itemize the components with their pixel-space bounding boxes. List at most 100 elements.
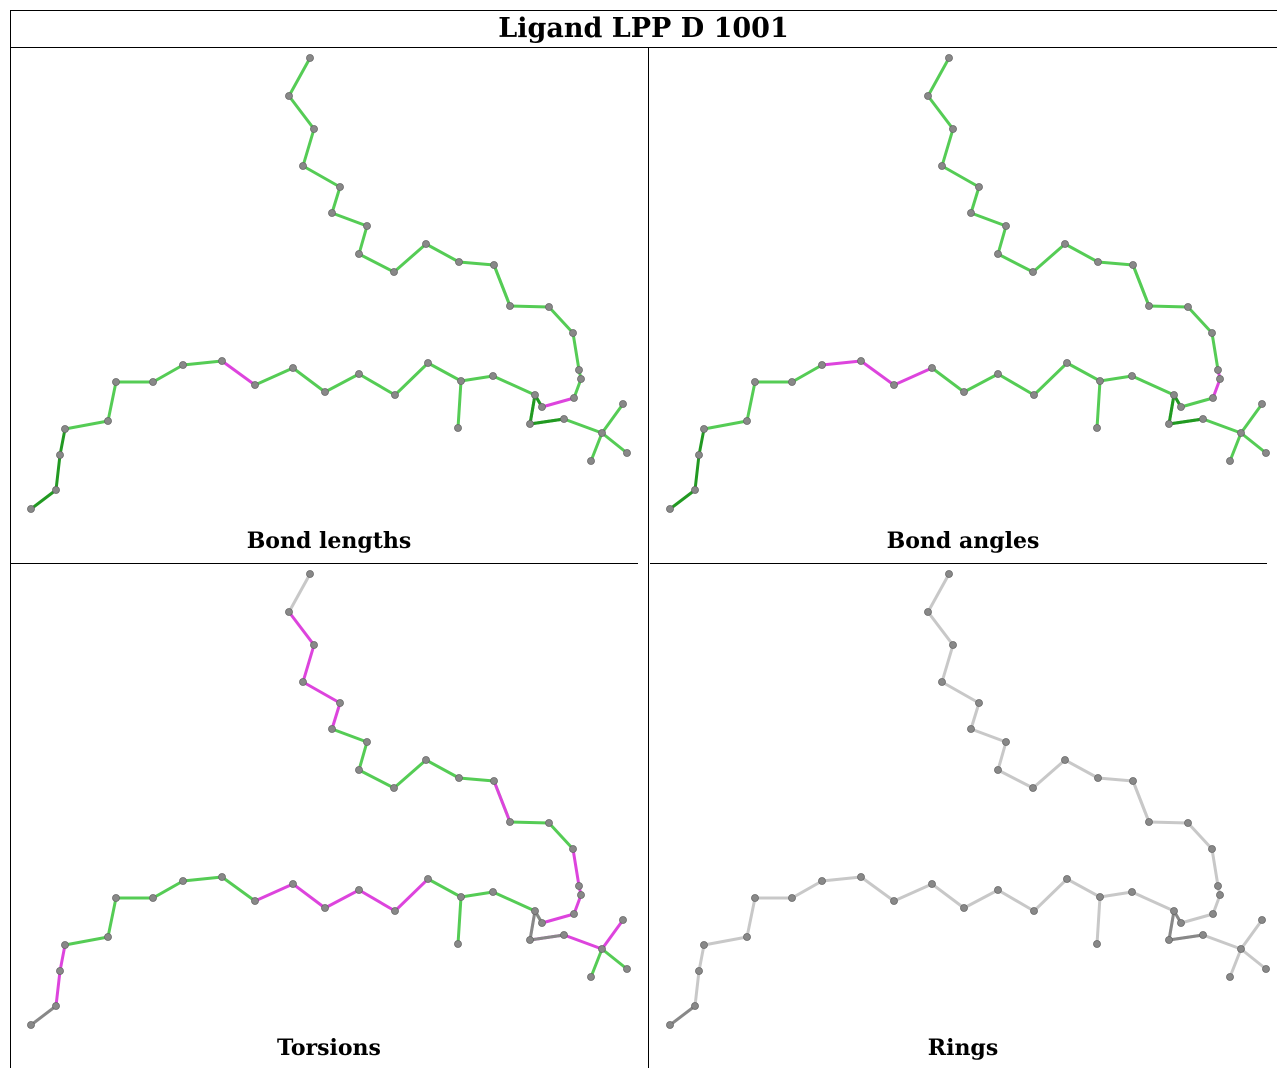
atom <box>218 357 226 365</box>
bond <box>253 366 295 387</box>
atom <box>1029 784 1037 792</box>
atom <box>960 388 968 396</box>
bond <box>668 1004 697 1027</box>
atom <box>818 361 826 369</box>
atom <box>1002 222 1010 230</box>
atom <box>526 936 534 944</box>
bond <box>969 727 1008 744</box>
atom <box>424 875 432 883</box>
bond <box>29 1004 58 1027</box>
bond <box>357 888 397 913</box>
atom <box>56 967 64 975</box>
bond <box>392 758 428 790</box>
bond <box>1210 331 1220 372</box>
atom <box>1226 973 1234 981</box>
bond <box>571 847 581 888</box>
bond <box>571 331 581 372</box>
atom <box>857 873 865 881</box>
atom <box>390 784 398 792</box>
atom <box>179 361 187 369</box>
bond <box>291 366 327 394</box>
atom <box>666 1021 674 1029</box>
panel-bond-angles: Bond angles <box>649 48 1277 563</box>
atom <box>363 222 371 230</box>
atoms <box>666 570 1270 1029</box>
atom <box>310 125 318 133</box>
atom <box>743 417 751 425</box>
bond <box>540 396 576 409</box>
atom <box>967 209 975 217</box>
bond <box>492 263 512 308</box>
bond <box>291 882 327 910</box>
bond <box>456 379 463 430</box>
atom <box>700 425 708 433</box>
bond <box>1228 431 1243 463</box>
panel-torsions: Torsions <box>10 564 648 1068</box>
atom <box>56 451 64 459</box>
atom <box>1209 394 1217 402</box>
atom <box>27 1021 35 1029</box>
atom <box>691 1002 699 1010</box>
bond <box>1131 779 1151 824</box>
atom <box>890 897 898 905</box>
bond <box>106 896 118 939</box>
bond <box>600 431 629 455</box>
bond <box>323 888 361 910</box>
atom <box>598 429 606 437</box>
bond <box>492 779 512 824</box>
bond <box>969 185 981 215</box>
atom <box>526 420 534 428</box>
atom <box>569 329 577 337</box>
bond <box>1098 890 1134 899</box>
atom <box>994 250 1002 258</box>
atom <box>619 400 627 408</box>
bond <box>528 393 537 426</box>
bond <box>1065 877 1102 899</box>
bond <box>63 935 110 947</box>
bond <box>330 211 369 228</box>
bond <box>820 359 863 367</box>
atom <box>788 378 796 386</box>
atom <box>743 933 751 941</box>
bond <box>1096 776 1135 783</box>
bond <box>540 912 576 925</box>
atom <box>1094 774 1102 782</box>
bond <box>301 680 342 705</box>
atom <box>285 608 293 616</box>
atom <box>328 209 336 217</box>
atom <box>306 570 314 578</box>
atom <box>1096 377 1104 385</box>
atom <box>457 377 465 385</box>
atom <box>328 725 336 733</box>
atom <box>454 940 462 948</box>
atom <box>924 92 932 100</box>
bond <box>253 882 295 903</box>
atoms <box>27 54 631 513</box>
bond <box>1147 820 1190 825</box>
atom <box>928 364 936 372</box>
atom <box>570 910 578 918</box>
bond <box>491 374 537 397</box>
atom <box>1063 875 1071 883</box>
bond <box>323 372 361 394</box>
bond <box>547 305 575 335</box>
bond <box>702 419 749 431</box>
atom <box>1061 240 1069 248</box>
atom <box>751 894 759 902</box>
bond <box>1186 821 1214 851</box>
bond <box>457 776 496 783</box>
bond <box>547 821 575 851</box>
atom <box>1128 372 1136 380</box>
atoms <box>666 54 1270 513</box>
bond <box>702 935 749 947</box>
atom <box>994 886 1002 894</box>
bond <box>926 610 955 647</box>
atom <box>1002 738 1010 746</box>
atom <box>960 904 968 912</box>
bond <box>940 127 955 168</box>
bond <box>357 372 397 397</box>
bond <box>220 875 257 903</box>
atom <box>751 378 759 386</box>
bond <box>1179 912 1215 925</box>
atom <box>700 941 708 949</box>
